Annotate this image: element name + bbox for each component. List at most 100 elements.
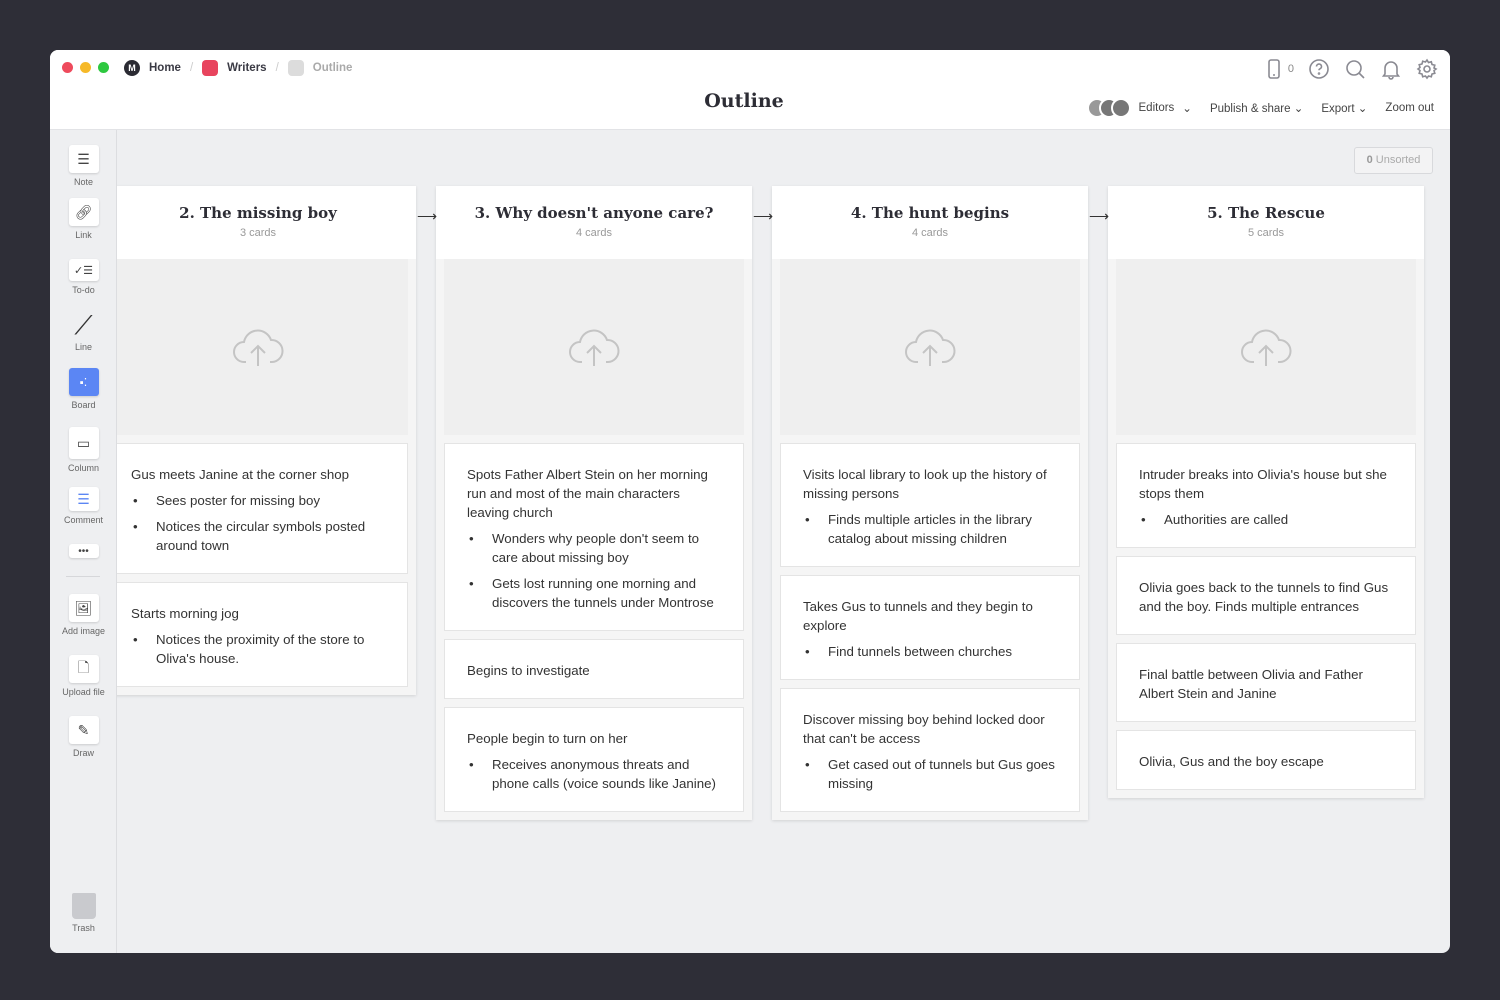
more-tools-button[interactable]: •••	[50, 544, 117, 562]
card-text: Final battle between Olivia and Father A…	[1139, 667, 1363, 701]
tool-label: Add image	[61, 626, 106, 636]
card[interactable]: Final battle between Olivia and Father A…	[1116, 643, 1416, 722]
board-icon: ▪⁚	[68, 368, 99, 396]
tool-sidebar: ☰ Note 🔗︎ Link ✓☰ To-do ⟋ Line ▪⁚ Board ▭ Colu…	[50, 130, 117, 953]
comment-icon: ☰	[68, 487, 99, 511]
card[interactable]: Olivia goes back to the tunnels to find …	[1116, 556, 1416, 635]
trash[interactable]: Trash	[50, 893, 117, 933]
column-title[interactable]: 2. The missing boy	[179, 204, 337, 222]
card-text: Discover missing boy behind locked door …	[803, 712, 1045, 746]
board-icon	[287, 60, 304, 76]
card-count: 3 cards	[239, 227, 277, 239]
tool-upload-file[interactable]: 🗋 Upload file	[50, 655, 117, 697]
breadcrumb-home[interactable]: Home	[149, 62, 181, 74]
file-icon: 🗋	[68, 655, 99, 683]
card-text: Olivia, Gus and the boy escape	[1139, 754, 1324, 769]
editors-dropdown[interactable]: Editors ⌄	[1086, 98, 1192, 118]
arrow-connector[interactable]: ⟶	[1089, 208, 1110, 224]
column[interactable]: 5. The Rescue 5 cards Intruder breaks int…	[1108, 186, 1424, 798]
board-icon	[202, 60, 219, 76]
maximize-window-button[interactable]	[98, 62, 109, 73]
bullet-list: Authorities are called	[1139, 510, 1393, 529]
help-icon[interactable]	[1308, 58, 1330, 80]
column-header: 3. Why doesn't anyone care? 4 cards	[436, 186, 752, 259]
arrow-connector[interactable]: ⟶	[417, 208, 438, 224]
unsorted-button[interactable]: 0 Unsorted	[1354, 147, 1433, 174]
column-title[interactable]: 4. The hunt begins	[850, 204, 1010, 222]
list-item: Find tunnels between churches	[803, 642, 1057, 661]
card-text: People begin to turn on her	[467, 731, 628, 746]
traffic-lights	[62, 62, 109, 73]
minimize-window-button[interactable]	[80, 62, 91, 73]
device-button[interactable]: 0	[1263, 58, 1294, 80]
card-text: Olivia goes back to the tunnels to find …	[1139, 580, 1389, 614]
unsorted-count: 0	[1366, 154, 1373, 166]
tool-column[interactable]: ▭ Column	[50, 427, 117, 473]
card-text: Intruder breaks into Olivia's house but …	[1139, 467, 1387, 501]
bullet-list: Receives anonymous threats and phone cal…	[467, 755, 721, 793]
tool-link[interactable]: 🔗︎ Link	[50, 198, 117, 240]
card[interactable]: Visits local library to look up the hist…	[780, 443, 1080, 567]
card[interactable]: Begins to investigate	[444, 639, 744, 699]
chevron-down-icon: ⌄	[1293, 103, 1304, 115]
column-icon: ▭	[68, 427, 99, 459]
list-item: Gets lost running one morning and discov…	[467, 574, 721, 612]
tool-line[interactable]: ⟋ Line	[50, 310, 117, 352]
list-item: Finds multiple articles in the library c…	[803, 510, 1057, 548]
editors-label: Editors	[1138, 102, 1175, 114]
milanote-logo-icon: M	[124, 60, 140, 76]
avatar	[1110, 98, 1131, 118]
image-upload-area[interactable]	[108, 259, 408, 435]
card-count: 5 cards	[1247, 227, 1285, 239]
image-upload-area[interactable]	[444, 259, 744, 435]
chevron-down-icon: ⌄	[1182, 103, 1192, 115]
card[interactable]: Intruder breaks into Olivia's house but …	[1116, 443, 1416, 548]
gear-icon[interactable]	[1416, 58, 1438, 80]
bell-icon[interactable]	[1380, 58, 1402, 80]
column-title[interactable]: 3. Why doesn't anyone care?	[474, 204, 714, 222]
tool-draw[interactable]: ✎ Draw	[50, 716, 117, 758]
card[interactable]: Spots Father Albert Stein on her morning…	[444, 443, 744, 631]
breadcrumb-outline[interactable]: Outline	[312, 62, 353, 74]
card[interactable]: Starts morning jog Notices the proximity …	[108, 582, 408, 687]
close-window-button[interactable]	[62, 62, 73, 73]
card[interactable]: Gus meets Janine at the corner shop Sees …	[108, 443, 408, 574]
more-icon: •••	[68, 544, 99, 558]
card-text: Begins to investigate	[467, 663, 590, 678]
tool-add-image[interactable]: 🖼︎ Add image	[50, 594, 117, 636]
card-count: 4 cards	[911, 227, 949, 239]
tool-comment[interactable]: ☰ Comment	[50, 487, 117, 525]
line-arrow-icon: ⟋	[74, 310, 93, 340]
export-dropdown[interactable]: Export ⌄	[1321, 101, 1367, 115]
cloud-upload-icon	[905, 329, 956, 366]
tool-todo[interactable]: ✓☰ To-do	[50, 259, 117, 295]
search-icon[interactable]	[1344, 58, 1366, 80]
publish-share-dropdown[interactable]: Publish & share ⌄	[1210, 101, 1303, 115]
arrow-connector[interactable]: ⟶	[753, 208, 774, 224]
bullet-list: Sees poster for missing boy Notices the c…	[131, 491, 385, 555]
card[interactable]: Discover missing boy behind locked door …	[780, 688, 1080, 812]
card[interactable]: Olivia, Gus and the boy escape	[1116, 730, 1416, 790]
tool-board[interactable]: ▪⁚ Board	[50, 368, 117, 410]
list-item: Notices the proximity of the store to Ol…	[131, 630, 385, 668]
list-item: Receives anonymous threats and phone cal…	[467, 755, 721, 793]
pencil-icon: ✎	[68, 716, 99, 744]
card[interactable]: Takes Gus to tunnels and they begin to e…	[780, 575, 1080, 680]
bullet-list: Wonders why people don't seem to care ab…	[467, 529, 721, 612]
column-title[interactable]: 5. The Rescue	[1207, 204, 1325, 222]
image-upload-area[interactable]	[1116, 259, 1416, 435]
card-text: Takes Gus to tunnels and they begin to e…	[803, 599, 1033, 633]
zoom-out-button[interactable]: Zoom out	[1385, 102, 1434, 114]
image-upload-area[interactable]	[780, 259, 1080, 435]
tool-label: Link	[75, 230, 92, 240]
card[interactable]: People begin to turn on her Receives anon…	[444, 707, 744, 812]
tool-note[interactable]: ☰ Note	[50, 145, 117, 187]
column[interactable]: 3. Why doesn't anyone care? 4 cards Spots…	[436, 186, 752, 820]
breadcrumb: M Home / Writers / Outline	[124, 60, 352, 76]
trash-icon	[71, 893, 96, 919]
breadcrumb-writers[interactable]: Writers	[227, 62, 267, 74]
card-count: 4 cards	[575, 227, 613, 239]
column[interactable]: 4. The hunt begins 4 cards Visits local l…	[772, 186, 1088, 820]
column[interactable]: 2. The missing boy 3 cards Gus meets Jani…	[100, 186, 416, 695]
tool-label: Upload file	[62, 687, 105, 697]
